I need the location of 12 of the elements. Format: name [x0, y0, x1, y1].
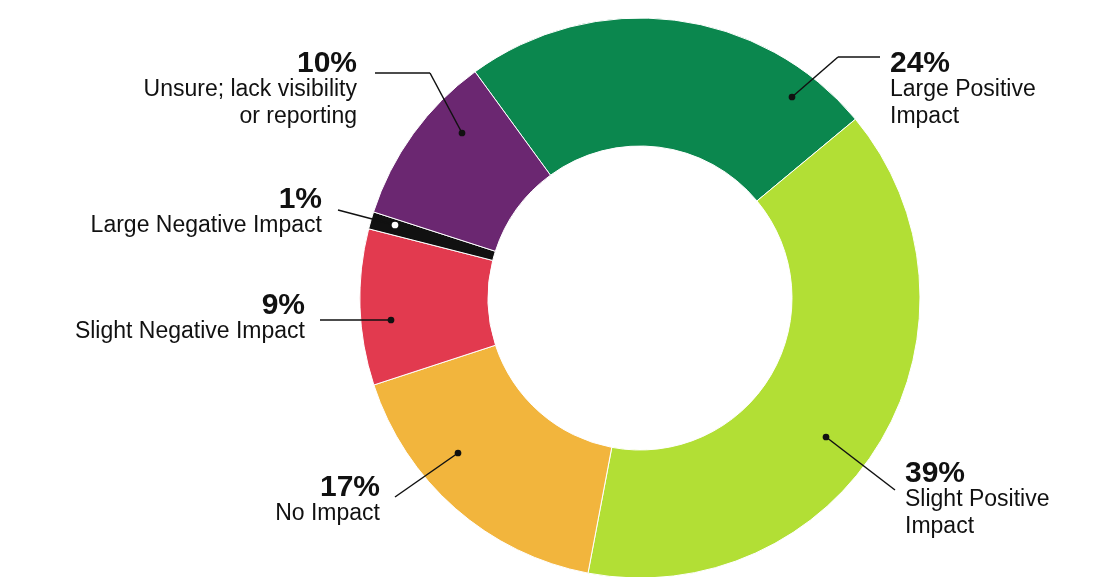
slice-label: Slight Positive Impact [905, 485, 1050, 538]
data-label: 24% [890, 45, 951, 78]
slice-label: Unsure; lack visibility or reporting [143, 75, 358, 128]
slice-label: Large Positive Impact [890, 75, 1036, 128]
data-label: 9% [261, 287, 305, 320]
data-label: 17% [319, 469, 380, 502]
slice-label: No Impact [275, 499, 381, 525]
data-label: 10% [296, 45, 357, 78]
data-label: 1% [278, 181, 322, 214]
slice-label: Slight Negative Impact [74, 317, 306, 343]
data-label: 39% [905, 455, 966, 488]
slice-label: Large Negative Impact [90, 211, 323, 237]
